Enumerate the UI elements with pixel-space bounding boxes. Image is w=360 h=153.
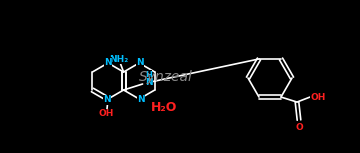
Text: H₂O: H₂O [150,101,177,114]
Text: N: N [104,58,112,67]
Text: Synzeal: Synzeal [139,69,193,84]
Text: N: N [103,95,111,104]
Text: OH: OH [98,110,114,119]
Text: OH: OH [310,93,326,102]
Text: NH₂: NH₂ [109,54,128,63]
Text: N: N [145,78,152,86]
Text: H: H [145,71,152,80]
Text: N: N [138,95,145,104]
Text: O: O [295,123,303,132]
Text: N: N [136,58,144,67]
